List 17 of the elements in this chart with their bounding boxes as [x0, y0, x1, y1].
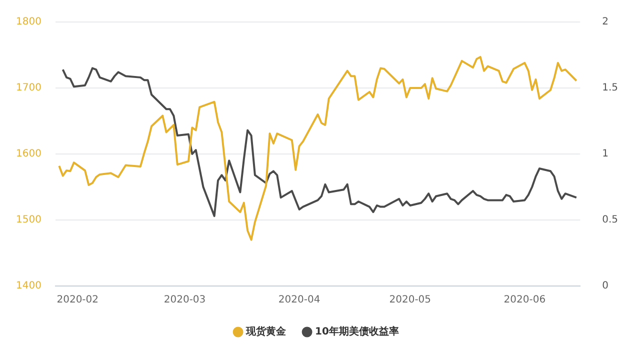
x-tick-label: 2020-06: [504, 294, 546, 306]
y-tick-label: 1400: [16, 280, 42, 292]
y2-tick-label: 0: [602, 280, 608, 292]
legend-label: 10年期美债收益率: [315, 326, 399, 338]
y-tick-label: 1700: [16, 82, 42, 94]
y2-tick-label: 1.5: [602, 82, 618, 94]
x-tick-label: 2020-03: [164, 294, 206, 306]
y2-tick-label: 0.5: [602, 214, 618, 226]
y2-tick-label: 1: [602, 148, 608, 160]
y-tick-label: 1600: [16, 148, 42, 160]
y-tick-label: 1500: [16, 214, 42, 226]
x-tick-label: 2020-04: [278, 294, 320, 306]
x-tick-label: 2020-02: [56, 294, 99, 306]
legend-label: 现货黄金: [245, 326, 288, 338]
y-tick-label: 1800: [16, 16, 42, 28]
x-tick-label: 2020-05: [389, 294, 432, 306]
y2-tick-label: 2: [602, 16, 608, 28]
